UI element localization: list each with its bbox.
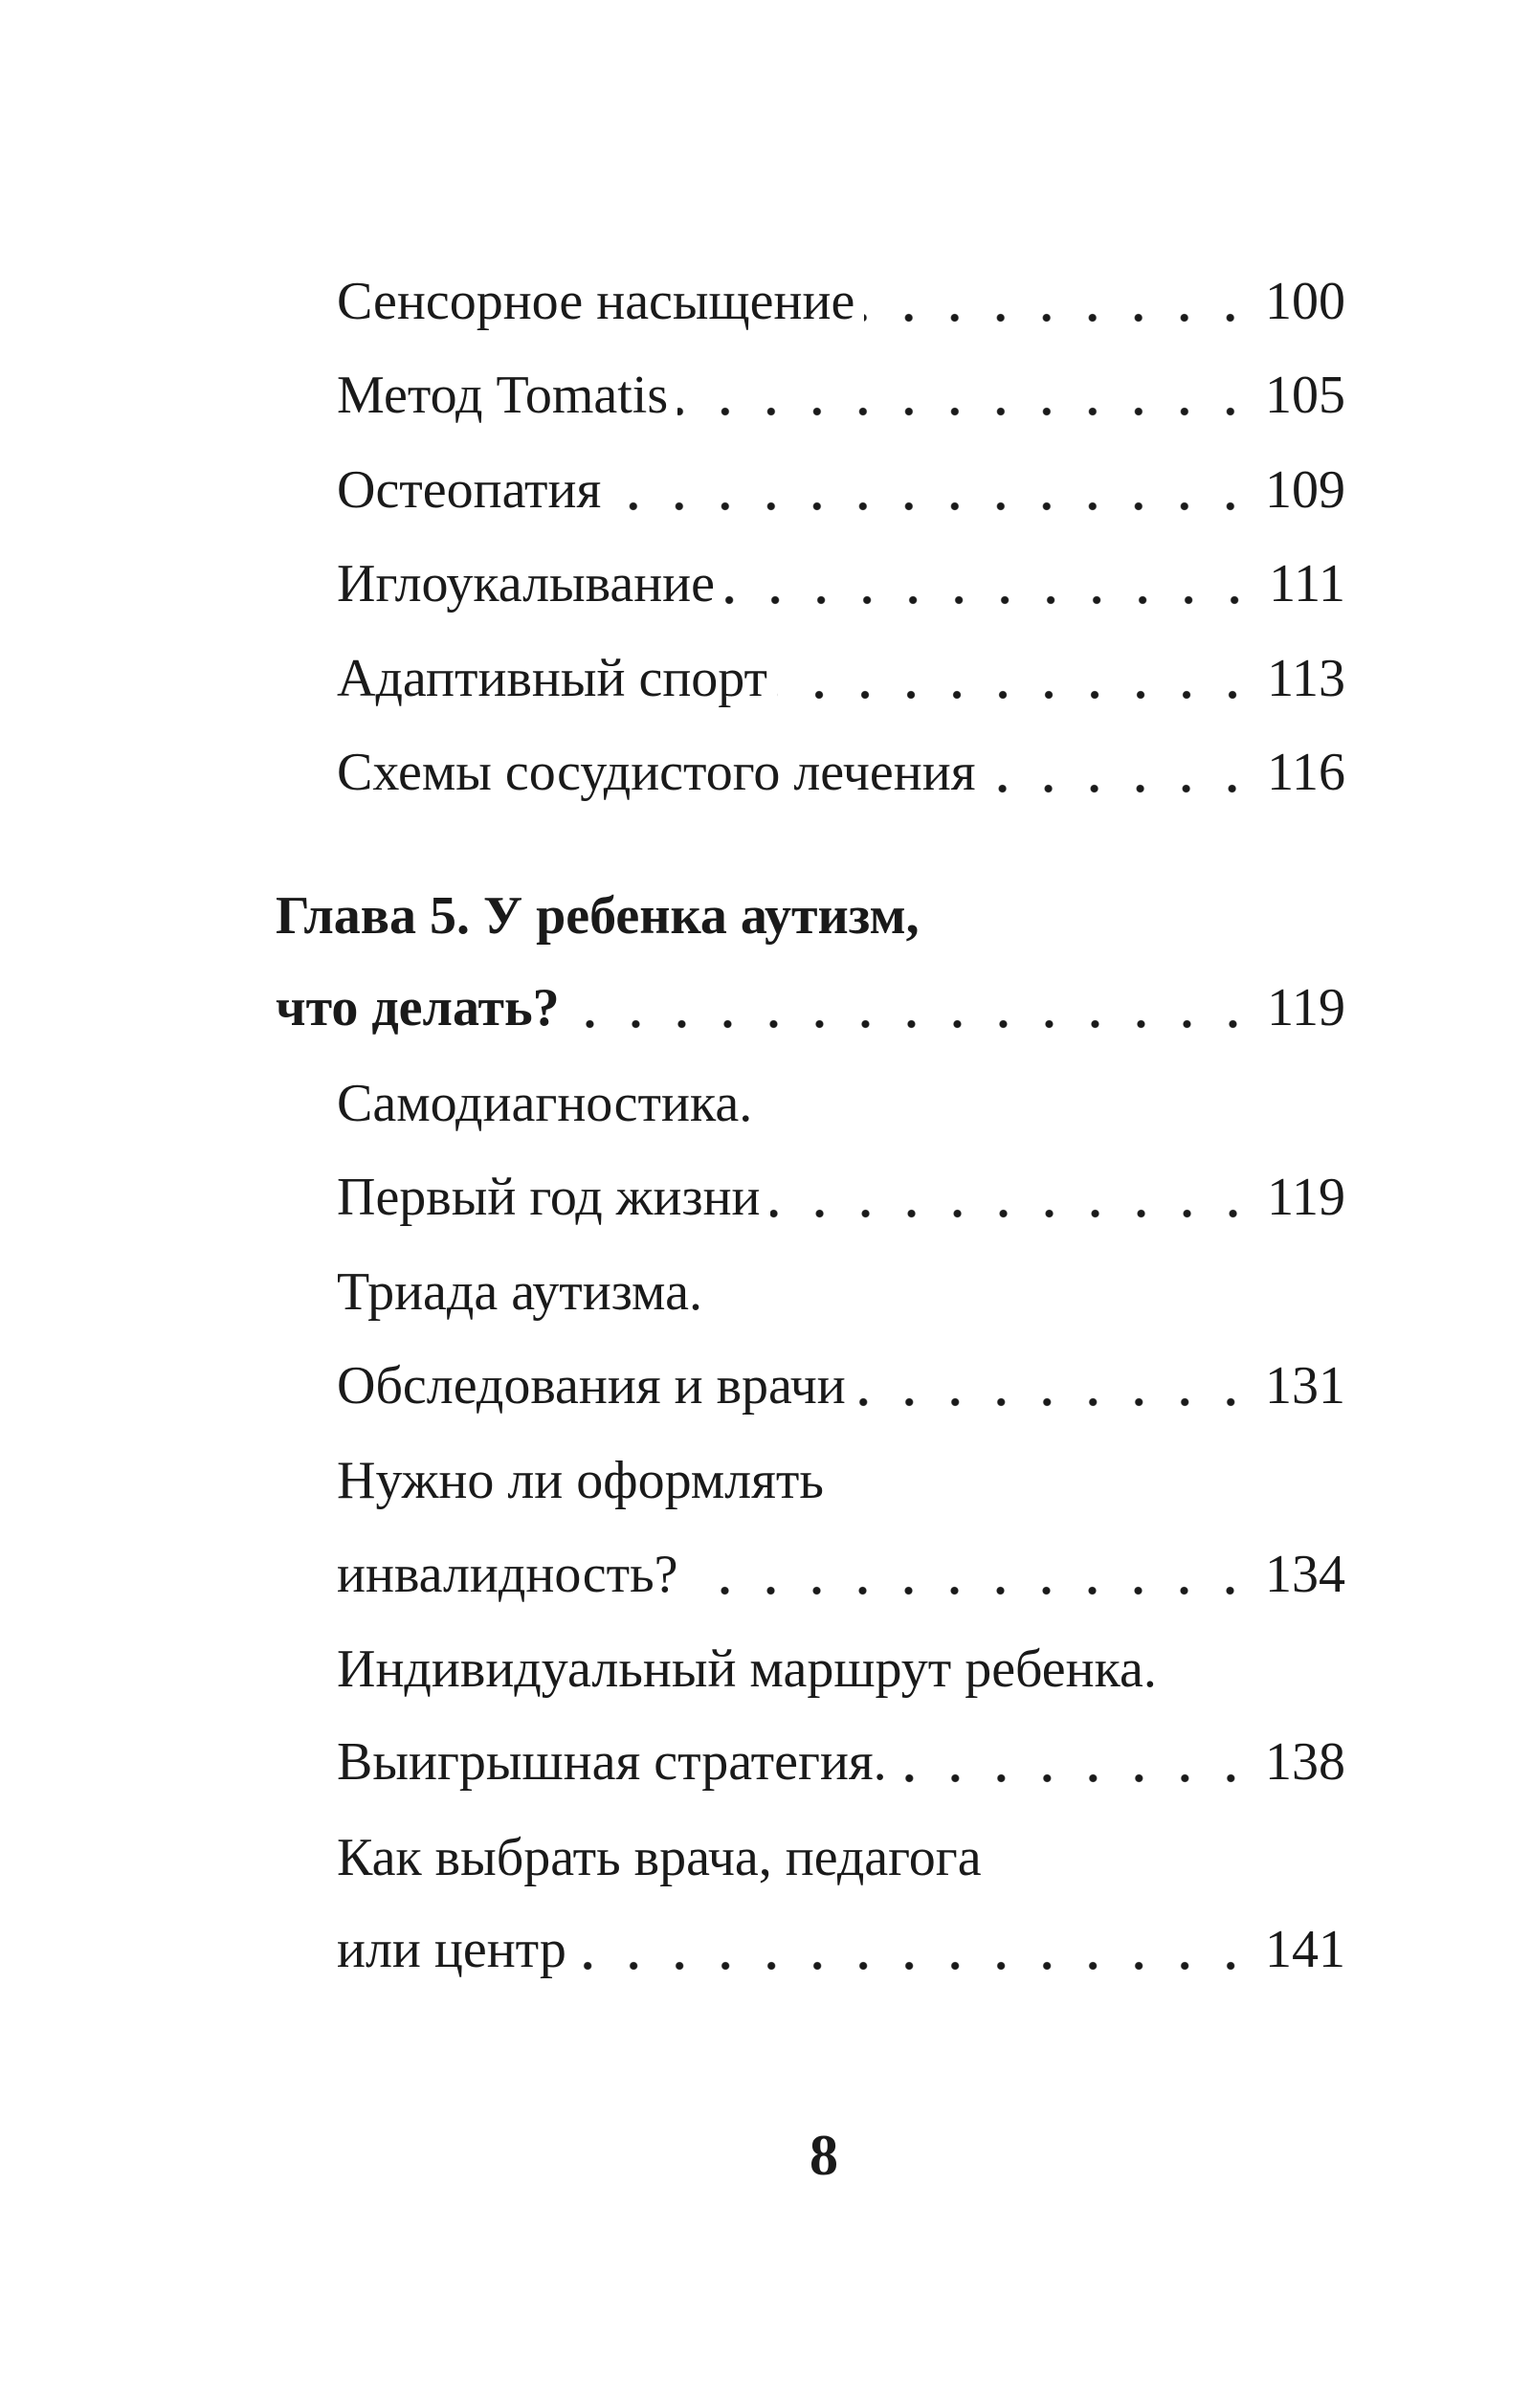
toc-entry: Сенсорное насыщение 100 xyxy=(337,268,1345,335)
entry-title: Сенсорное насыщение xyxy=(337,272,855,331)
entry-title: инвалидность? xyxy=(337,1545,678,1604)
entry-page: 138 xyxy=(1265,1732,1345,1792)
dot-leader xyxy=(568,974,1256,1041)
dot-leader xyxy=(854,1352,1254,1419)
toc-entry: Индивидуальный маршрут ребенка. xyxy=(337,1636,1345,1703)
dot-leader xyxy=(724,550,1258,617)
entry-page: 109 xyxy=(1265,460,1345,520)
toc-entry: Иглоукалывание 111 xyxy=(337,550,1345,617)
entry-title: Схемы сосудистого лечения xyxy=(337,743,976,802)
entry-title: Обследования и врачи xyxy=(337,1356,846,1416)
dot-leader xyxy=(896,1728,1254,1795)
toc-entry: Первый год жизни 119 xyxy=(337,1164,1345,1231)
toc-entry: Самодиагностика. xyxy=(337,1070,1345,1137)
toc-entry: Триада аутизма. xyxy=(337,1259,1345,1326)
entry-page: 111 xyxy=(1269,554,1345,613)
dot-leader xyxy=(575,1916,1254,1983)
chapter-heading: Глава 5. У ребенка аутизм, xyxy=(276,882,1345,949)
toc-entry: Схемы сосудистого лечения 116 xyxy=(337,739,1345,806)
entry-title: Метод Tomatis xyxy=(337,366,669,425)
chapter-heading: что делать? 119 xyxy=(276,974,1345,1041)
entry-title: Как выбрать врача, педагога xyxy=(337,1828,982,1887)
dot-leader xyxy=(985,739,1256,806)
entry-title: Иглоукалывание xyxy=(337,554,716,613)
dot-leader xyxy=(677,362,1254,429)
dot-leader xyxy=(610,457,1254,524)
entry-title: или центр xyxy=(337,1920,566,1979)
page-number: 8 xyxy=(810,2124,838,2187)
dot-leader xyxy=(769,1164,1256,1231)
dot-leader xyxy=(687,1541,1254,1608)
entry-title: Нужно ли оформлять xyxy=(337,1451,824,1510)
entry-page: 113 xyxy=(1267,649,1345,708)
entry-page: 141 xyxy=(1265,1920,1345,1979)
entry-title: Остеопатия xyxy=(337,460,602,520)
toc-entry: Как выбрать врача, педагога xyxy=(337,1824,1345,1891)
toc-entry: или центр 141 xyxy=(337,1916,1345,1983)
chapter-title: что делать? xyxy=(276,978,560,1037)
toc-entry: Остеопатия 109 xyxy=(337,457,1345,524)
entry-title: Адаптивный спорт xyxy=(337,649,768,708)
entry-page: 119 xyxy=(1267,978,1345,1037)
entry-page: 134 xyxy=(1265,1545,1345,1604)
entry-title: Триада аутизма. xyxy=(337,1262,702,1322)
toc-entry: инвалидность? 134 xyxy=(337,1541,1345,1608)
toc-entry: Обследования и врачи 131 xyxy=(337,1352,1345,1419)
entry-title: Самодиагностика. xyxy=(337,1074,753,1133)
toc-entry: Адаптивный спорт 113 xyxy=(337,645,1345,712)
entry-page: 131 xyxy=(1265,1356,1345,1416)
entry-page: 105 xyxy=(1265,366,1345,425)
entry-title: Индивидуальный маршрут ребенка. xyxy=(337,1639,1157,1699)
entry-page: 116 xyxy=(1267,743,1345,802)
toc-entry: Выигрышная стратегия. 138 xyxy=(337,1728,1345,1795)
chapter-title: Глава 5. У ребенка аутизм, xyxy=(276,886,920,946)
entry-page: 100 xyxy=(1265,272,1345,331)
entry-title: Выигрышная стратегия. xyxy=(337,1732,887,1792)
entry-page: 119 xyxy=(1267,1168,1345,1227)
toc-entry: Метод Tomatis 105 xyxy=(337,362,1345,429)
toc-entry: Нужно ли оформлять xyxy=(337,1447,1345,1514)
entry-title: Первый год жизни xyxy=(337,1168,761,1227)
dot-leader xyxy=(777,645,1256,712)
dot-leader xyxy=(864,268,1254,335)
